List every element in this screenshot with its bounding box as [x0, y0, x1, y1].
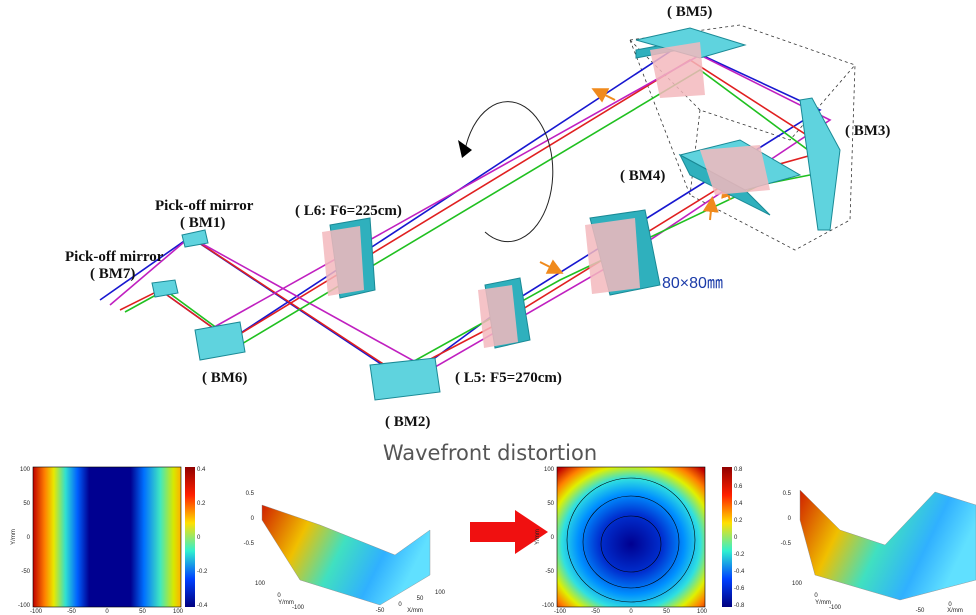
- tick-label: 0: [197, 535, 201, 541]
- label: ( BM4): [620, 168, 665, 184]
- tick-label: X/mm: [947, 608, 963, 614]
- tick-label: 100: [255, 581, 266, 587]
- tick-label: 0.8: [734, 467, 743, 473]
- label: ( BM2): [385, 414, 430, 430]
- label: 80×80㎜: [662, 275, 723, 292]
- tick-label: -100: [554, 609, 567, 615]
- tick-label: 50: [663, 609, 670, 615]
- tick-label: 0: [814, 593, 818, 599]
- surface: [800, 490, 976, 600]
- tick-label: -50: [21, 569, 30, 575]
- tick-label: 0.4: [734, 501, 743, 507]
- tick-label: 100: [792, 581, 803, 587]
- label: Pick-off mirror: [155, 198, 254, 214]
- tick-label: 100: [697, 609, 708, 615]
- colorbar: [722, 467, 732, 607]
- tick-label: -0.5: [244, 541, 255, 547]
- tick-label: 0: [551, 535, 555, 541]
- label: ( BM6): [202, 370, 247, 386]
- tick-label: -100: [542, 603, 555, 609]
- tick-label: 0: [734, 535, 738, 541]
- optics: [152, 28, 840, 400]
- tick-label: 0: [277, 593, 281, 599]
- tick-label: 0: [788, 516, 792, 522]
- tick-label: 100: [20, 467, 31, 473]
- tick-label: 0: [398, 602, 402, 608]
- label: ( BM7): [90, 266, 135, 282]
- tick-label: Y/mm: [535, 529, 541, 545]
- tick-label: -0.5: [781, 541, 792, 547]
- tick-label: 100: [173, 609, 184, 615]
- label: ( L6: F6=225cm): [295, 203, 402, 219]
- contour-map: [557, 467, 705, 607]
- contour-map: [33, 467, 181, 607]
- tick-label: 50: [23, 501, 30, 507]
- tick-label: -0.4: [734, 569, 745, 575]
- tick-label: Y/mm: [815, 600, 831, 606]
- page: ( BM5) ( BM3) ( BM4) Pick-off mirror ( B…: [0, 0, 976, 615]
- tick-label: -0.2: [197, 569, 208, 575]
- tick-label: -100: [829, 605, 842, 611]
- tick-label: 0.6: [734, 484, 743, 490]
- tick-label: 0.5: [783, 491, 792, 497]
- tick-label: 0.2: [197, 501, 206, 507]
- tick-label: 50: [139, 609, 146, 615]
- tick-label: Y/mm: [278, 600, 294, 606]
- tick-label: -50: [591, 609, 600, 615]
- colorbar: [185, 467, 195, 607]
- tick-label: 50: [547, 501, 554, 507]
- rotation-arc: [465, 102, 553, 242]
- section-title: Wavefront distortion: [383, 441, 597, 465]
- tick-label: -50: [545, 569, 554, 575]
- tick-label: -100: [292, 605, 305, 611]
- tick-label: 0.5: [246, 491, 255, 497]
- label: ( BM5): [667, 4, 712, 20]
- tick-label: -50: [376, 608, 385, 614]
- tick-label: 0: [27, 535, 31, 541]
- label: Pick-off mirror: [65, 249, 164, 265]
- surface: [262, 505, 430, 605]
- tick-label: X/mm: [407, 608, 423, 614]
- label: ( BM1): [180, 215, 225, 231]
- tick-label: -0.2: [734, 552, 745, 558]
- rotation-arrowhead: [458, 140, 472, 158]
- tick-label: -0.6: [734, 586, 745, 592]
- tick-label: 100: [544, 467, 555, 473]
- tick-label: -0.4: [197, 603, 208, 609]
- tick-label: -50: [916, 608, 925, 614]
- tick-label: -50: [67, 609, 76, 615]
- tick-label: -100: [18, 603, 31, 609]
- tick-label: -100: [30, 609, 43, 615]
- tick-label: 0.4: [197, 467, 206, 473]
- tick-label: 50: [417, 596, 424, 602]
- tick-label: Y/mm: [11, 529, 17, 545]
- tick-label: 100: [435, 590, 446, 596]
- tick-label: -0.8: [734, 603, 745, 609]
- label: ( BM3): [845, 123, 890, 139]
- tick-label: 0.2: [734, 518, 743, 524]
- label: ( L5: F5=270cm): [455, 370, 562, 386]
- tick-label: 0: [251, 516, 255, 522]
